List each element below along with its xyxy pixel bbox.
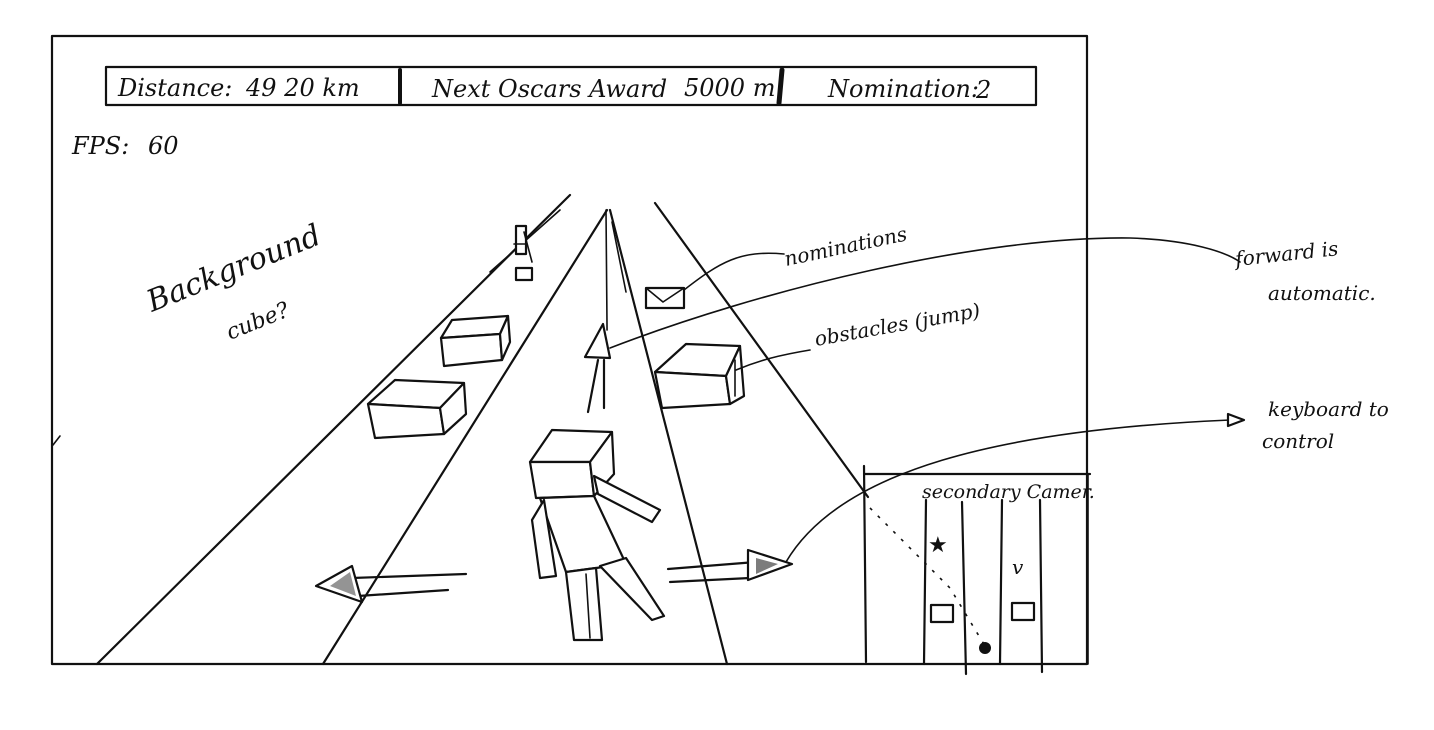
- lane-center-line: [605, 209, 611, 669]
- right-arrow-icon: [666, 548, 794, 584]
- keyboard-leader: [785, 419, 1231, 563]
- hud-divider-2: [776, 67, 785, 106]
- hud-bar-outline: [104, 65, 1038, 107]
- obstacles-leader: [735, 349, 811, 371]
- obstacle-box-1: [439, 314, 512, 368]
- oscar-statuette-icon: [513, 224, 534, 282]
- forward-note-line1: forward is: [1232, 236, 1339, 271]
- forward-arrow-icon: [583, 322, 612, 414]
- road-left-edge: [95, 193, 572, 666]
- nomination-label: Nomination:: [827, 75, 979, 103]
- forward-leader: [609, 237, 1241, 349]
- lane-divider-right-double: [611, 221, 627, 293]
- nomination-value: 2: [975, 76, 991, 104]
- distance-label: Distance:: [117, 74, 232, 102]
- next-award-label: Next Oscars Award: [431, 75, 667, 103]
- star-icon: ★: [928, 533, 948, 558]
- lane-divider-left: [321, 208, 609, 666]
- minimap-lane-3: [998, 498, 1004, 666]
- secondary-camera-label: secondary Camer.: [922, 481, 1095, 503]
- minimap-lane-1: [922, 498, 928, 666]
- minimap-obstacle-1: [929, 603, 955, 624]
- obstacles-note: obstacles (jump): [813, 298, 982, 351]
- envelope-icon: [644, 286, 686, 310]
- minimap-player-dot: [979, 642, 991, 654]
- keyboard-leader-arrowhead: [1226, 412, 1246, 428]
- keyboard-note-line2: control: [1262, 429, 1334, 453]
- background-tick: [52, 435, 61, 446]
- obstacle-box-3: [653, 342, 746, 410]
- distance-value: 49 20 km: [245, 74, 360, 102]
- next-award-value: 5000 m: [684, 74, 775, 102]
- obstacle-box-2: [366, 378, 468, 440]
- minimap-check-mark: v: [1012, 555, 1024, 579]
- secondary-camera-panel: secondary Camer. ★ v: [862, 464, 1095, 676]
- background-note-line2: cube?: [223, 298, 293, 346]
- game-viewport-frame: [50, 34, 1089, 666]
- nominations-note: nominations: [782, 221, 909, 270]
- player-character: [528, 428, 666, 642]
- lane-divider-right: [608, 208, 729, 666]
- minimap-obstacle-2: [1010, 601, 1036, 622]
- minimap-dotted-path: [869, 507, 986, 647]
- road-right-edge: [653, 201, 870, 499]
- keyboard-note-line1: keyboard to: [1268, 397, 1389, 421]
- background-note-line1: Background: [141, 218, 326, 320]
- forward-note-line2: automatic.: [1268, 281, 1376, 305]
- fps-label: FPS:: [71, 132, 129, 160]
- minimap-lane-4: [1038, 498, 1044, 674]
- fps-value: 60: [148, 132, 179, 160]
- nominations-leader: [683, 252, 785, 291]
- minimap-lane-2: [960, 500, 968, 676]
- hud-bar: Distance: 49 20 km Next Oscars Award 500…: [104, 65, 1038, 107]
- left-arrow-icon: [314, 564, 468, 604]
